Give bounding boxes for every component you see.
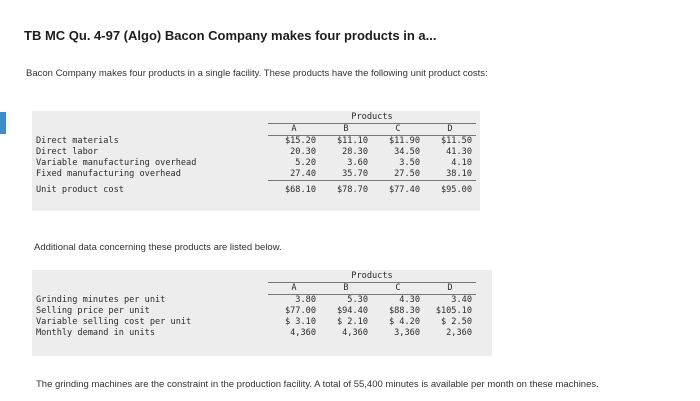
cell: 27.40 xyxy=(268,169,320,181)
cell: 4,360 xyxy=(290,328,316,338)
cell: 2,360 xyxy=(446,328,472,338)
table1-row-direct-materials: Direct materials $15.20 $11.10 $11.90 $1… xyxy=(32,136,476,148)
cell: 4.30 xyxy=(399,295,420,305)
cell: 3.80 xyxy=(295,295,316,305)
table2-col-a: A xyxy=(268,282,320,295)
cell: 3,360 xyxy=(394,328,420,338)
cell: $94.40 xyxy=(336,306,368,316)
table1-col-b: B xyxy=(320,123,372,136)
cell: $11.90 xyxy=(388,136,420,146)
cell: 4,360 xyxy=(342,328,368,338)
constraint-note: The grinding machines are the constraint… xyxy=(36,379,599,390)
row-label: Monthly demand in units xyxy=(36,328,155,338)
cell: 3.50 xyxy=(399,158,420,168)
row-label: Direct labor xyxy=(36,147,99,157)
unit-product-cost-table: Products A B C D Direct materials $15.20… xyxy=(32,111,480,211)
table1-group-header: Products xyxy=(268,111,476,124)
table1-col-d: D xyxy=(424,123,476,136)
row-label: Selling price per unit xyxy=(36,306,150,316)
cell: 5.30 xyxy=(347,295,368,305)
cell: 38.10 xyxy=(424,169,476,181)
cell: $ 2.50 xyxy=(440,317,472,327)
additional-data-table: Products A B C D Grinding minutes per un… xyxy=(32,270,492,356)
cell: $78.70 xyxy=(336,185,368,195)
table2-col-b: B xyxy=(320,282,372,295)
row-label: Unit product cost xyxy=(36,184,124,195)
table1-col-c: C xyxy=(372,123,424,136)
cell: $ 3.10 xyxy=(284,317,316,327)
row-label: Direct materials xyxy=(36,135,119,146)
cell: $95.00 xyxy=(440,185,472,195)
row-label: Variable manufacturing overhead xyxy=(36,158,197,168)
table2-row-grinding-minutes: Grinding minutes per unit 3.80 5.30 4.30… xyxy=(32,295,476,307)
table1-row-variable-overhead: Variable manufacturing overhead 5.20 3.6… xyxy=(32,158,476,169)
row-label: Fixed manufacturing overhead xyxy=(36,169,181,180)
cell: $77.40 xyxy=(388,185,420,195)
cell: $88.30 xyxy=(388,306,420,316)
cell: 27.50 xyxy=(372,169,424,181)
table2-row-monthly-demand: Monthly demand in units 4,360 4,360 3,36… xyxy=(32,328,476,339)
table1-col-a: A xyxy=(268,123,320,136)
cell: $11.10 xyxy=(336,136,368,146)
cell: $ 4.20 xyxy=(388,317,420,327)
cell: 41.30 xyxy=(446,147,472,157)
question-title: TB MC Qu. 4-97 (Algo) Bacon Company make… xyxy=(24,28,437,43)
cell: 28.30 xyxy=(342,147,368,157)
cell: 34.50 xyxy=(394,147,420,157)
cell: 5.20 xyxy=(295,158,316,168)
row-label: Variable selling cost per unit xyxy=(36,317,192,327)
additional-data-text: Additional data concerning these product… xyxy=(34,242,282,253)
cell: $68.10 xyxy=(284,185,316,195)
cell: 4.10 xyxy=(451,158,472,168)
row-label: Grinding minutes per unit xyxy=(36,294,166,305)
cell: 20.30 xyxy=(290,147,316,157)
cell: 3.60 xyxy=(347,158,368,168)
table1-row-fixed-overhead: Fixed manufacturing overhead 27.40 35.70… xyxy=(32,169,476,181)
intro-text: Bacon Company makes four products in a s… xyxy=(26,68,488,79)
cell: $105.10 xyxy=(435,306,472,316)
cell: $11.50 xyxy=(440,136,472,146)
table2-group-header: Products xyxy=(268,270,476,283)
cell: $15.20 xyxy=(284,136,316,146)
table1-row-direct-labor: Direct labor 20.30 28.30 34.50 41.30 xyxy=(32,147,476,158)
cell: 3.40 xyxy=(451,295,472,305)
table1-row-unit-cost: Unit product cost $68.10 $78.70 $77.40 $… xyxy=(32,181,476,197)
cell: $77.00 xyxy=(284,306,316,316)
table2-col-c: C xyxy=(372,282,424,295)
side-tab-marker[interactable] xyxy=(0,112,6,134)
cell: 35.70 xyxy=(320,169,372,181)
cell: $ 2.10 xyxy=(336,317,368,327)
table2-row-variable-selling-cost: Variable selling cost per unit $ 3.10 $ … xyxy=(32,317,476,328)
table2-col-d: D xyxy=(424,282,476,295)
table2-row-selling-price: Selling price per unit $77.00 $94.40 $88… xyxy=(32,306,476,317)
